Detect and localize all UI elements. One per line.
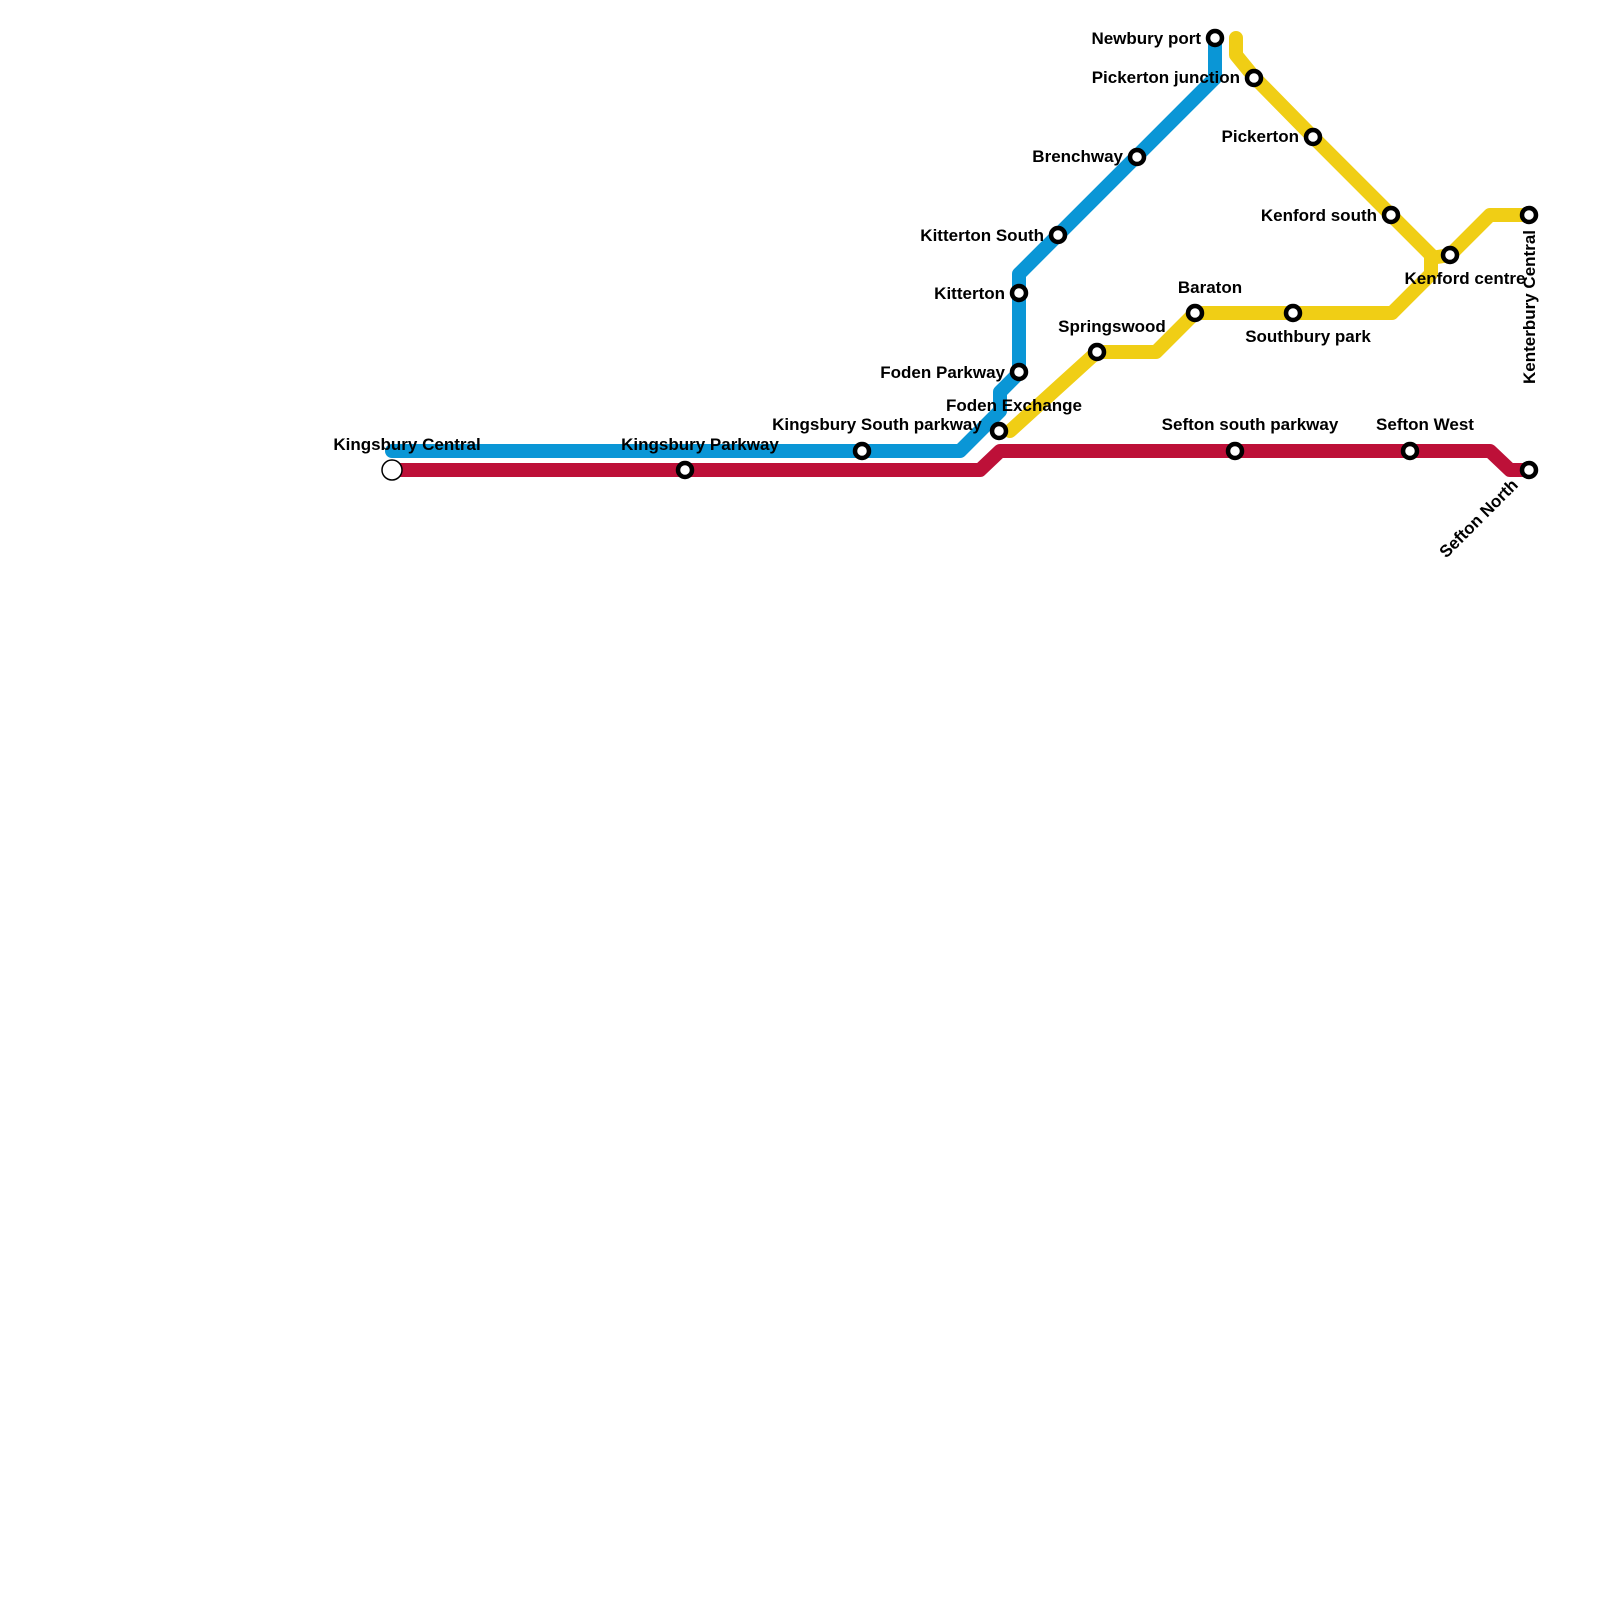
label-kenford-centre: Kenford centre <box>1405 269 1526 288</box>
station-marker-southbury-park[interactable] <box>1283 303 1303 323</box>
label-kitterton: Kitterton <box>934 284 1005 303</box>
label-kitterton-south: Kitterton South <box>920 226 1044 245</box>
station-marker-foden-exchange[interactable] <box>989 421 1009 441</box>
stations <box>381 28 1539 481</box>
station-marker-pickerton-junction[interactable] <box>1244 68 1264 88</box>
label-pickerton: Pickerton <box>1222 127 1299 146</box>
station-marker-kenford-south[interactable] <box>1381 205 1401 225</box>
label-sefton-north: Sefton North <box>1436 475 1522 561</box>
label-kenterbury-central: Kenterbury Central <box>1520 230 1539 384</box>
yellow-line-main[interactable] <box>1003 208 1536 438</box>
label-southbury-park: Southbury park <box>1245 327 1371 346</box>
station-marker-pickerton[interactable] <box>1303 127 1323 147</box>
station-marker-kingsbury-parkway[interactable] <box>675 460 695 480</box>
label-kingsbury-central: Kingsbury Central <box>333 435 480 454</box>
station-marker-baraton[interactable] <box>1185 303 1205 323</box>
label-sefton-west: Sefton West <box>1376 415 1474 434</box>
label-sefton-south-parkway: Sefton south parkway <box>1162 415 1339 434</box>
red-line[interactable] <box>385 444 1536 477</box>
station-marker-sefton-west[interactable] <box>1400 441 1420 461</box>
blue-line[interactable] <box>385 31 1222 458</box>
station-marker-foden-parkway[interactable] <box>1009 362 1029 382</box>
station-marker-kitterton[interactable] <box>1009 283 1029 303</box>
station-marker-brenchway[interactable] <box>1127 147 1147 167</box>
station-marker-kenterbury-central[interactable] <box>1519 205 1539 225</box>
station-marker-kitterton-south[interactable] <box>1048 225 1068 245</box>
label-springswood: Springswood <box>1058 317 1166 336</box>
label-kingsbury-south-parkway: Kingsbury South parkway <box>772 415 982 434</box>
label-brenchway: Brenchway <box>1032 147 1123 166</box>
label-foden-parkway: Foden Parkway <box>880 363 1005 382</box>
label-pickerton-junction: Pickerton junction <box>1092 68 1240 87</box>
station-marker-sefton-south-parkway[interactable] <box>1225 441 1245 461</box>
station-marker-newbury-port[interactable] <box>1205 28 1225 48</box>
label-kingsbury-parkway: Kingsbury Parkway <box>621 435 779 454</box>
station-marker-sefton-north[interactable] <box>1519 460 1539 480</box>
yellow-line-branch[interactable] <box>1229 31 1438 262</box>
label-foden-exchange: Foden Exchange <box>946 396 1082 415</box>
station-labels: Kingsbury Central Kingsbury Parkway King… <box>333 29 1539 562</box>
station-marker-kingsbury-south-parkway[interactable] <box>852 441 872 461</box>
station-marker-kingsbury-central[interactable] <box>381 459 403 481</box>
label-newbury-port: Newbury port <box>1091 29 1201 48</box>
station-marker-kenford-centre[interactable] <box>1440 245 1460 265</box>
label-kenford-south: Kenford south <box>1261 206 1377 225</box>
label-baraton: Baraton <box>1178 278 1242 297</box>
station-marker-springswood[interactable] <box>1087 342 1107 362</box>
